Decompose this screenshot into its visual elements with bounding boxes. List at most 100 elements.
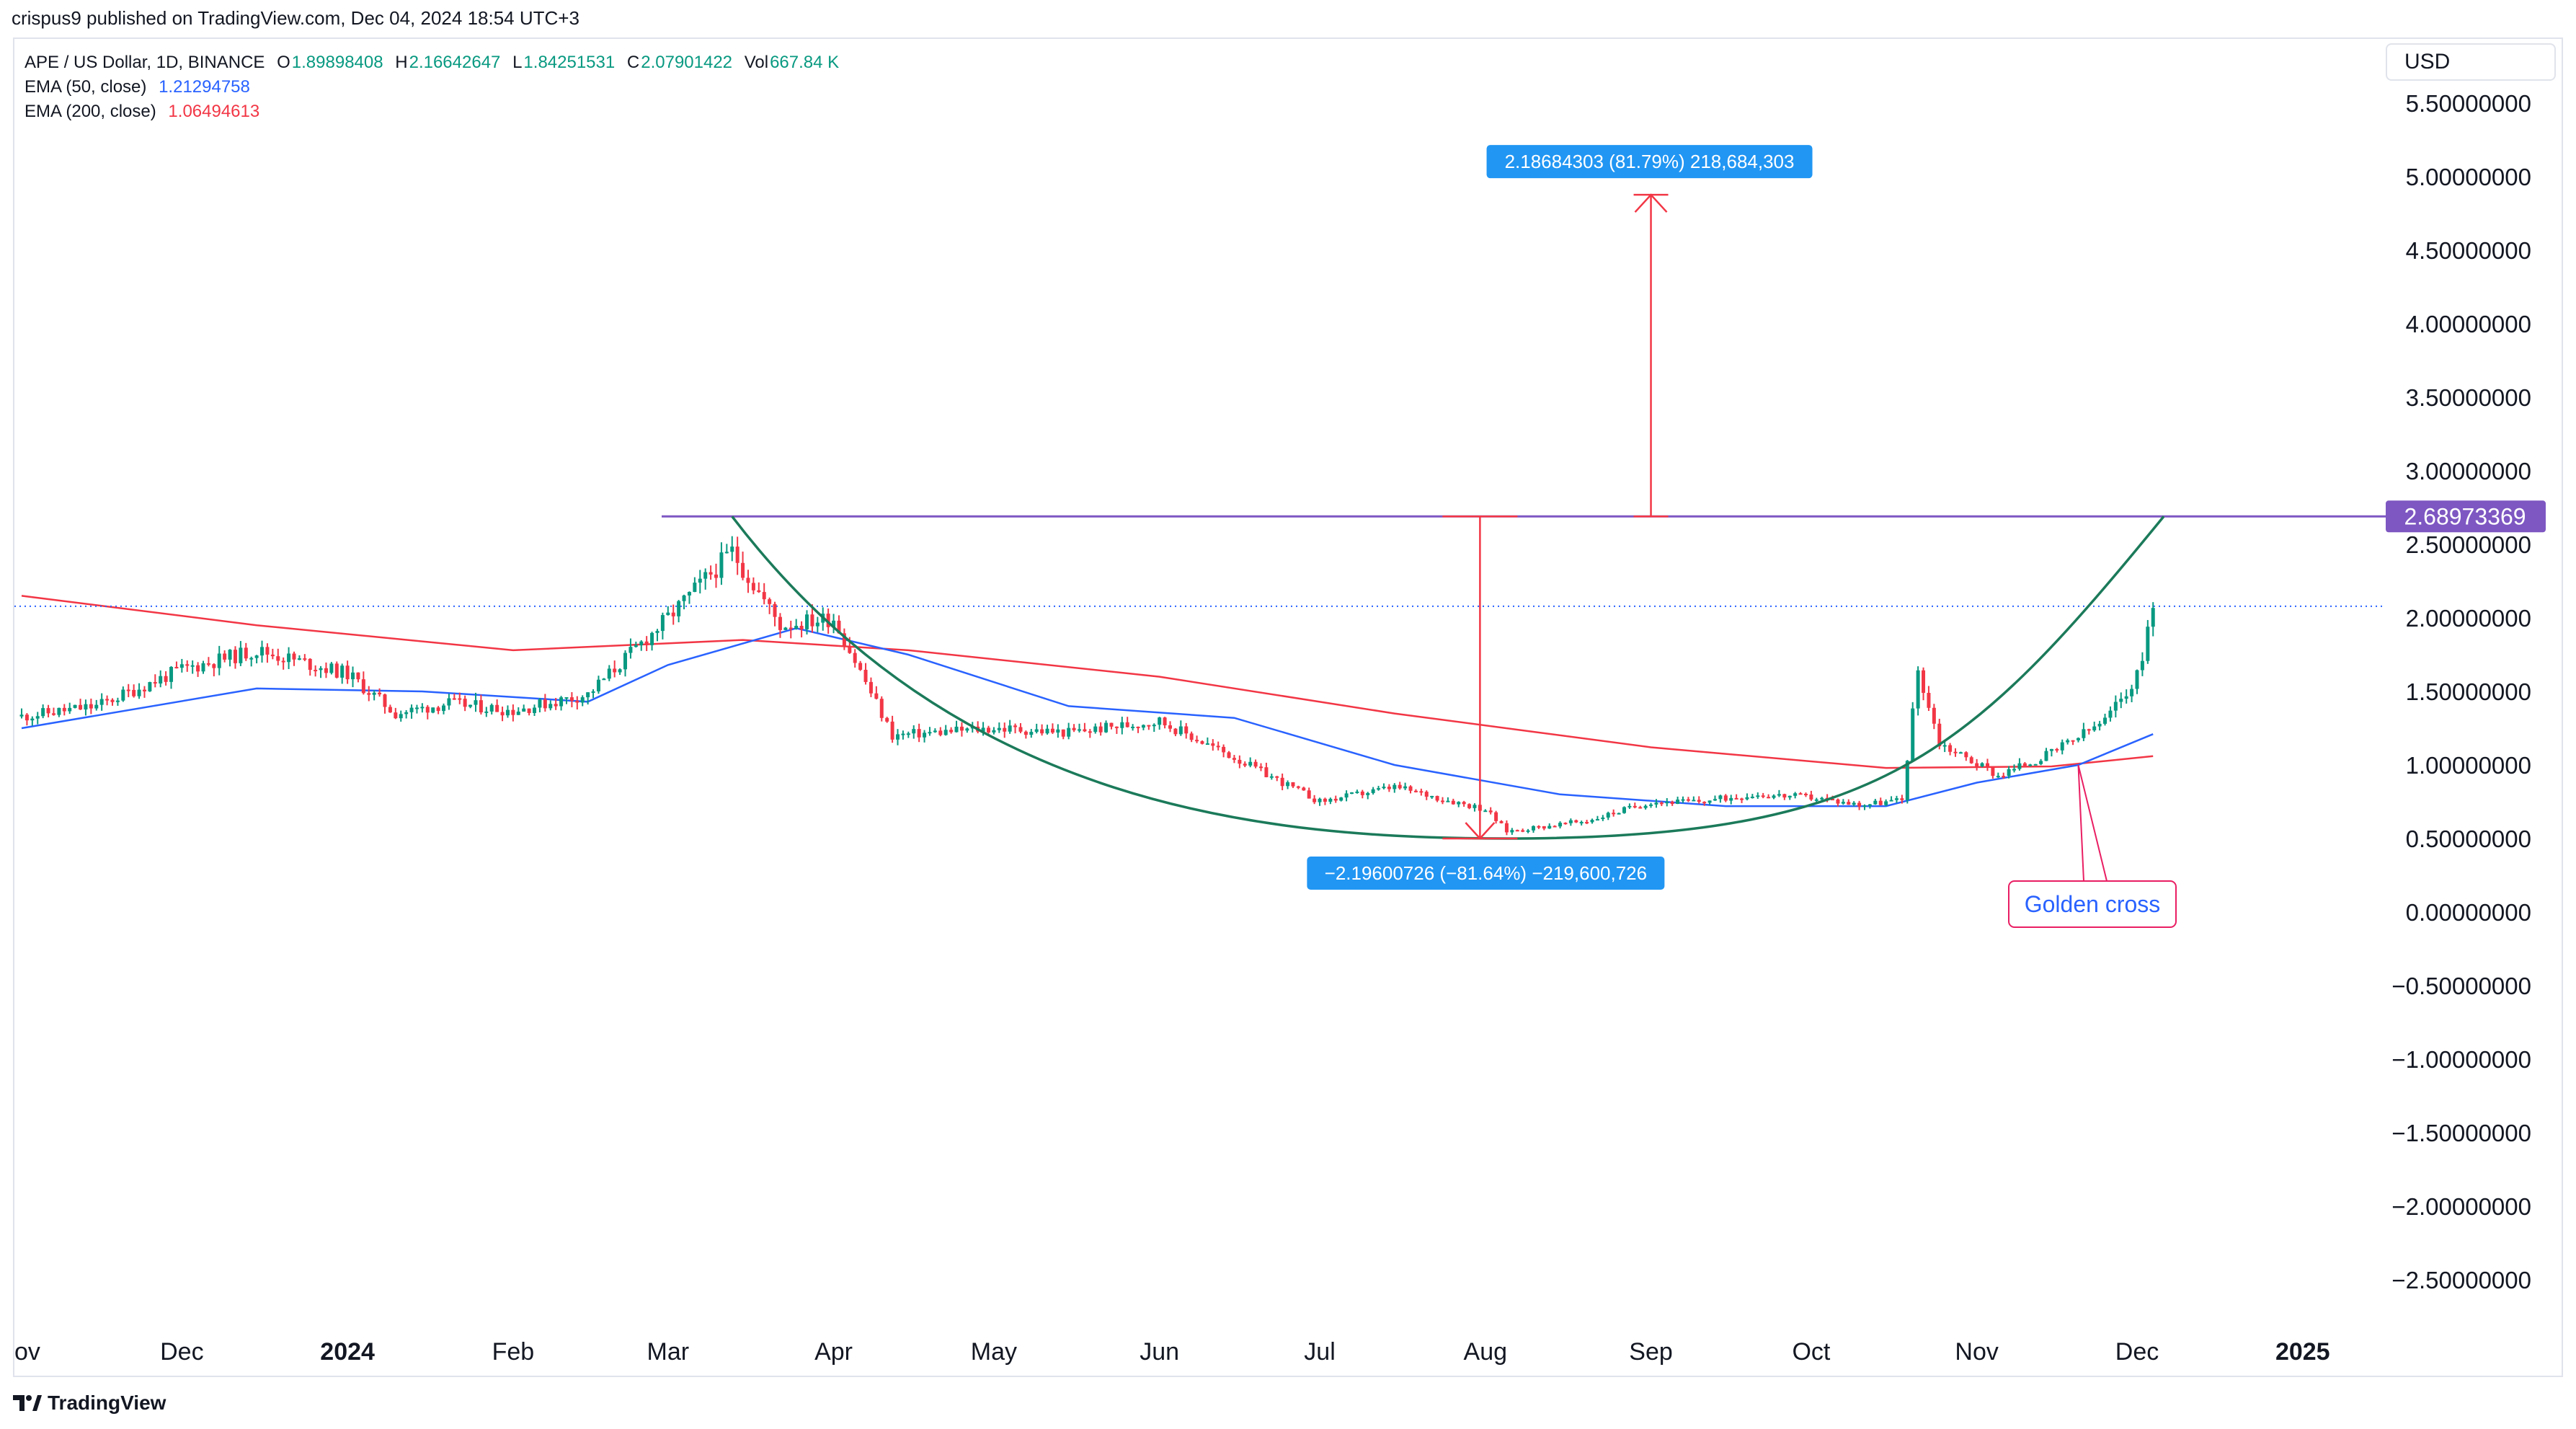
candle-body: [217, 653, 221, 668]
ema50-legend-row[interactable]: EMA (50, close) 1.21294758: [25, 75, 846, 99]
candle-body: [19, 714, 24, 717]
candle-body: [1377, 788, 1381, 790]
y-tick-label: 0.50000000: [2406, 826, 2531, 852]
candle-body: [2017, 763, 2022, 769]
candle-body: [436, 707, 440, 712]
candle-body: [1147, 725, 1151, 727]
candle-body: [1435, 795, 1439, 801]
candle-body: [394, 712, 398, 719]
candle-body: [297, 658, 301, 660]
candle-body: [1515, 830, 1519, 832]
candle-body: [169, 667, 174, 682]
candle-body: [68, 707, 72, 712]
candle-body: [516, 711, 520, 715]
candle-body: [959, 726, 964, 731]
candle-body: [500, 712, 505, 716]
candle-body: [2135, 670, 2139, 689]
candle-body: [319, 668, 323, 671]
candle-body: [463, 699, 467, 707]
candle-body: [94, 704, 99, 709]
candle-body: [773, 603, 777, 617]
candle-body: [2066, 740, 2070, 743]
candle-body: [1355, 791, 1359, 793]
candle-body: [724, 552, 729, 554]
candle-body: [569, 697, 574, 701]
candle-body: [783, 627, 788, 630]
candle-body: [1563, 823, 1568, 825]
candle-body: [73, 704, 77, 708]
golden-cross-label: Golden cross: [2025, 891, 2161, 917]
candle-body: [1093, 726, 1098, 733]
y-tick-label: 4.00000000: [2406, 311, 2531, 337]
candle-body: [719, 552, 724, 578]
golden-cross-callout[interactable]: [2008, 880, 2177, 928]
candle-body: [511, 709, 515, 715]
y-tick-label: −2.50000000: [2391, 1267, 2531, 1293]
ema200-value: 1.06494613: [168, 102, 260, 121]
candle-body: [954, 726, 959, 733]
candle-body: [1953, 751, 1958, 753]
candle-body: [84, 704, 88, 710]
candle-body: [1531, 826, 1535, 831]
golden-cross-pointer-left: [2077, 764, 2084, 882]
candle-body: [1718, 795, 1723, 800]
candle-body: [618, 669, 622, 673]
ema200-legend-row[interactable]: EMA (200, close) 1.06494613: [25, 99, 846, 124]
candle-body: [1937, 723, 1942, 747]
candle-body: [1894, 798, 1898, 800]
candle-body: [1258, 766, 1263, 769]
close-key: C: [626, 53, 640, 72]
candle-body: [1264, 767, 1269, 777]
candle-body: [2097, 723, 2102, 727]
candle-body: [1681, 799, 1685, 801]
candle-body: [1125, 722, 1129, 727]
candle-body: [2146, 627, 2150, 661]
candle-body: [1339, 797, 1343, 801]
candle-body: [1831, 799, 1835, 801]
candle-body: [602, 678, 606, 681]
candle-body: [1114, 726, 1119, 728]
y-tick-label: 5.00000000: [2406, 164, 2531, 190]
candle-body: [778, 616, 782, 630]
candle-body: [378, 692, 382, 695]
candle-body: [2039, 761, 2043, 764]
candle-body: [153, 682, 157, 684]
candle-body: [1291, 782, 1295, 787]
candle-body: [174, 667, 179, 669]
candle-body: [596, 679, 600, 691]
candle-body: [1088, 731, 1092, 733]
currency-selector[interactable]: USD: [2386, 43, 2556, 81]
candle-body: [1878, 800, 1883, 805]
candle-body: [1638, 807, 1643, 809]
candle-body: [159, 676, 163, 683]
candle-body: [260, 647, 265, 656]
candle-body: [51, 713, 55, 715]
candle-body: [762, 592, 766, 600]
candle-body: [442, 705, 446, 712]
candle-body: [334, 663, 339, 678]
upper-measure-arrowhead: [1634, 193, 1668, 213]
candle-body: [1686, 799, 1690, 801]
candle-body: [185, 664, 190, 666]
open-value: 1.89898408: [291, 53, 383, 72]
candle-body: [853, 652, 857, 663]
candle-body: [30, 718, 35, 721]
candle-body: [1248, 761, 1253, 766]
candle-body: [1537, 826, 1541, 828]
candle-body: [575, 700, 579, 703]
candle-body: [1424, 792, 1429, 797]
candle-body: [367, 693, 371, 695]
candle-body: [356, 672, 360, 680]
candle-body: [1408, 786, 1413, 791]
candle-body: [789, 627, 793, 629]
candle-body: [533, 707, 537, 713]
candle-body: [1205, 743, 1209, 746]
candle-body: [1627, 805, 1632, 808]
candle-body: [254, 655, 259, 658]
candle-body: [99, 699, 104, 705]
candle-body: [1034, 729, 1039, 733]
candle-body: [1398, 784, 1402, 789]
candle-body: [1419, 791, 1424, 793]
candle-body: [815, 622, 820, 627]
